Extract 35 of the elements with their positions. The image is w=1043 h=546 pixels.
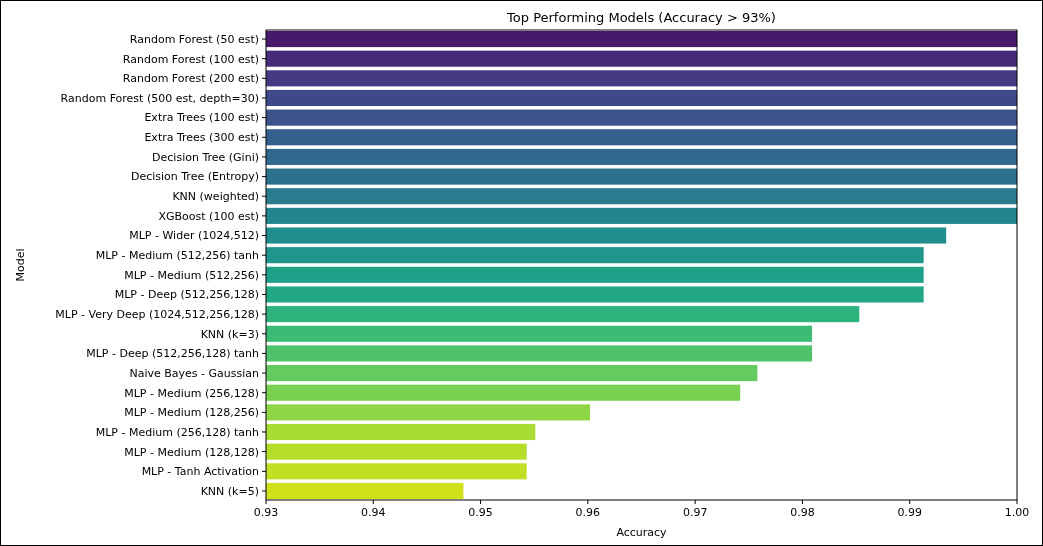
x-tick-label: 1.00 <box>1004 506 1030 519</box>
x-tick-label: 0.94 <box>361 506 386 519</box>
y-tick-label: MLP - Deep (512,256,128) tanh <box>86 347 260 361</box>
y-tick-label: MLP - Very Deep (1024,512,256,128) <box>55 307 259 321</box>
y-tick-label: KNN (k=5) <box>200 484 259 498</box>
y-tick-label: Random Forest (200 est) <box>122 72 259 86</box>
y-tick-label: MLP - Medium (256,128) tanh <box>95 425 260 439</box>
y-tick-label: KNN (weighted) <box>172 190 259 204</box>
y-tick-label: Random Forest (50 est) <box>129 32 259 46</box>
y-tick-label: MLP - Medium (512,256) <box>124 268 259 282</box>
y-tick-label: Random Forest (500 est, depth=30) <box>60 91 259 105</box>
y-tick-label: Extra Trees (300 est) <box>144 131 259 145</box>
y-axis-title: Model <box>14 248 27 282</box>
x-tick-label: 0.98 <box>790 506 815 519</box>
y-tick-label: Extra Trees (100 est) <box>144 111 259 125</box>
y-tick-label: MLP - Medium (512,256) tanh <box>95 249 260 263</box>
y-tick-label: MLP - Tanh Activation <box>141 465 260 479</box>
y-tick-label: Decision Tree (Gini) <box>152 150 259 164</box>
y-tick-label: Naive Bayes - Gaussian <box>129 366 260 380</box>
x-tick-label: 0.97 <box>682 506 708 519</box>
y-tick-label: MLP - Medium (128,256) <box>124 406 259 420</box>
y-tick-label: Random Forest (100 est) <box>122 52 259 66</box>
x-axis-title: Accuracy <box>616 526 668 539</box>
y-tick-label: MLP - Wider (1024,512) <box>129 229 259 243</box>
y-tick-label: MLP - Medium (128,128) <box>124 445 259 459</box>
y-tick-label: Decision Tree (Entropy) <box>130 170 259 184</box>
chart-title: Top Performing Models (Accuracy > 93%) <box>506 10 776 25</box>
y-tick-label: MLP - Medium (256,128) <box>124 386 259 400</box>
x-tick-label: 0.96 <box>575 506 601 519</box>
y-tick-label: MLP - Deep (512,256,128) <box>114 288 259 302</box>
x-tick-label: 0.95 <box>468 506 493 519</box>
y-tick-label: KNN (k=3) <box>200 327 259 341</box>
y-tick-label: XGBoost (100 est) <box>158 209 259 223</box>
x-tick-label: 0.93 <box>253 506 279 519</box>
x-tick-label: 0.99 <box>897 506 922 519</box>
